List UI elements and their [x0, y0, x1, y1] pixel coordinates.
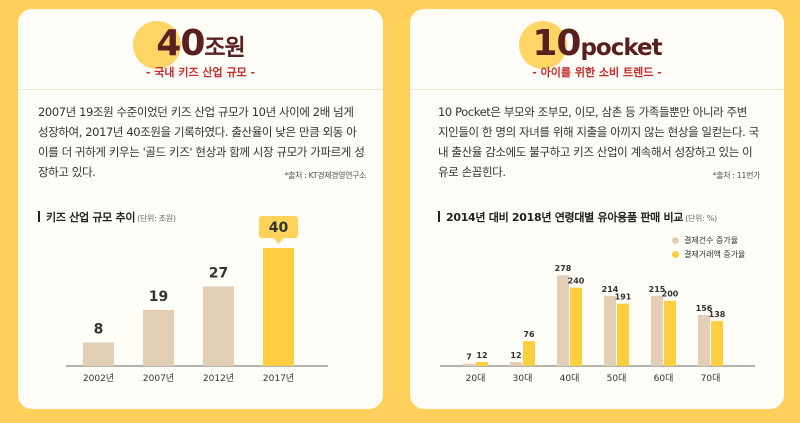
x-tick-label: 60대 — [654, 373, 674, 384]
x-tick-label: 2012년 — [203, 373, 234, 384]
bar-30대-series-2 — [523, 341, 535, 366]
legend-item: 결제건수 증가율 — [672, 234, 745, 248]
bar-50대-series-2 — [617, 303, 629, 366]
legend-item: 결제거래액 증가율 — [672, 248, 745, 262]
legend-label: 결제건수 증가율 — [684, 236, 739, 245]
headline-number: 10 — [532, 23, 581, 64]
decorative-circle — [132, 21, 181, 69]
bar-2017년 — [263, 248, 294, 366]
chart-title: 키즈 산업 규모 추이 (단위: 조원) — [38, 209, 176, 225]
headline-subtitle: - 아이를 위한 소비 트렌드 - — [532, 66, 662, 79]
description-text: 10 Pocket은 부모와 조부모, 이모, 삼촌 등 가족들뿐만 아니라 주… — [438, 105, 759, 179]
data-label: 8 — [94, 321, 104, 337]
x-tick-label: 40대 — [560, 373, 580, 384]
data-label: 191 — [615, 293, 632, 302]
x-tick-label: 2017년 — [263, 373, 294, 384]
divider — [18, 89, 383, 90]
source-note: *출처 : KT경제경영연구소 — [284, 171, 366, 180]
data-label: 278 — [555, 264, 572, 273]
source-note: *출처 : 11번가 — [712, 171, 761, 180]
card-header: 40조원 - 국내 키즈 산업 규모 - — [18, 9, 383, 89]
chart-title-text: 2014년 대비 2018년 연령대별 유아용품 판매 비교 — [446, 211, 684, 224]
data-label: 76 — [523, 330, 535, 339]
decorative-circle — [519, 21, 567, 69]
data-label: 240 — [568, 277, 585, 286]
bar-40대-series-2 — [570, 287, 582, 366]
data-label: 215 — [649, 285, 666, 294]
bar-2012년 — [203, 286, 234, 366]
data-label: 200 — [662, 290, 679, 299]
description-block: 2007년 19조원 수준이었던 키즈 산업 규모가 10년 사이에 2배 넘게… — [38, 102, 366, 186]
x-tick-label: 20대 — [466, 373, 486, 384]
data-label: 12 — [510, 351, 521, 360]
x-tick-label: 70대 — [701, 373, 721, 384]
bar-70대-series-2 — [711, 320, 723, 366]
legend-swatch — [672, 237, 679, 244]
data-label: 40 — [269, 220, 289, 236]
headline-number: 40 — [156, 23, 205, 64]
bar-70대-series-1 — [698, 315, 710, 366]
data-label: 156 — [696, 304, 713, 313]
bar-60대-series-1 — [651, 295, 663, 366]
chart-unit: (단위: %) — [685, 214, 717, 223]
highlight-label-box — [259, 216, 298, 238]
bar-40대-series-1 — [557, 275, 569, 366]
bar-30대-series-1 — [510, 362, 522, 366]
highlight-label-pointer — [273, 238, 284, 244]
data-label: 138 — [709, 310, 726, 319]
headline: 40조원 — [156, 23, 245, 64]
bar-20대-series-2 — [476, 362, 488, 366]
ten-pocket-card: 10pocket - 아이를 위한 소비 트렌드 - 10 Pocket은 부모… — [410, 9, 784, 409]
data-label: 214 — [602, 285, 619, 294]
divider — [410, 89, 784, 90]
bar-20대-series-1 — [463, 363, 475, 366]
description-block: 10 Pocket은 부모와 조부모, 이모, 삼촌 등 가족들뿐만 아니라 주… — [438, 102, 760, 186]
chart-title-text: 키즈 산업 규모 추이 — [46, 211, 136, 224]
headline-unit: pocket — [580, 35, 662, 61]
bar-50대-series-1 — [604, 296, 616, 366]
bar-60대-series-2 — [664, 300, 676, 366]
card-header: 10pocket - 아이를 위한 소비 트렌드 - — [410, 9, 784, 89]
bar-2007년 — [143, 309, 174, 366]
data-label: 27 — [209, 265, 228, 281]
x-tick-label: 30대 — [513, 373, 533, 384]
kids-industry-bar-chart: 8 2002년 19 2007년 27 2012년 40 2017년 — [66, 216, 328, 384]
bar-2002년 — [83, 342, 114, 366]
headline-subtitle: - 국내 키즈 산업 규모 - — [145, 66, 256, 79]
chart-unit: (단위: 조원) — [137, 214, 176, 223]
legend-label: 결제거래액 증가율 — [684, 250, 746, 259]
description-text: 2007년 19조원 수준이었던 키즈 산업 규모가 10년 사이에 2배 넘게… — [38, 105, 365, 179]
data-label: 12 — [476, 351, 487, 360]
kids-industry-card: 40조원 - 국내 키즈 산업 규모 - 2007년 19조원 수준이었던 키즈… — [18, 9, 383, 409]
legend-swatch — [672, 251, 679, 258]
headline-unit: 조원 — [204, 35, 245, 61]
data-label: 19 — [149, 289, 168, 305]
data-label: 7 — [466, 353, 472, 362]
x-tick-label: 50대 — [607, 373, 627, 384]
x-tick-label: 2007년 — [143, 373, 174, 384]
x-tick-label: 2002년 — [83, 373, 114, 384]
chart-title: 2014년 대비 2018년 연령대별 유아용품 판매 비교 (단위: %) — [438, 209, 717, 225]
headline: 10pocket — [532, 23, 662, 64]
